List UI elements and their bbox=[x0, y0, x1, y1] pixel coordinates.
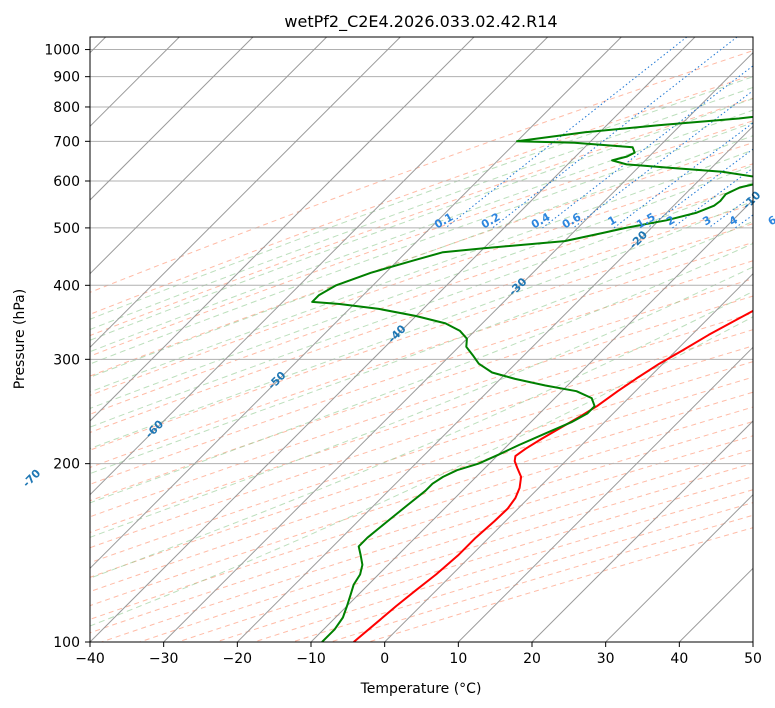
moist-adiabat bbox=[90, 98, 753, 341]
x-tick-label: 0 bbox=[380, 651, 389, 667]
moist-adiabat bbox=[90, 109, 753, 353]
y-tick-label: 700 bbox=[53, 134, 80, 150]
dry-adiabat bbox=[177, 462, 753, 642]
x-tick-label: 20 bbox=[523, 651, 541, 667]
isotherm-line bbox=[605, 493, 753, 642]
dry-adiabat bbox=[330, 514, 753, 642]
moist-adiabat bbox=[90, 290, 753, 579]
y-tick-label: 200 bbox=[53, 457, 80, 473]
isotherm-line bbox=[90, 37, 475, 422]
y-tick-label: 1000 bbox=[44, 43, 80, 59]
dry-adiabat bbox=[90, 361, 753, 578]
dry-adiabat bbox=[90, 391, 753, 607]
x-tick-label: 50 bbox=[744, 651, 762, 667]
x-tick-label: −30 bbox=[149, 651, 179, 667]
isotherm-line bbox=[384, 272, 753, 642]
mixing-ratio-line bbox=[542, 65, 753, 229]
moist-adiabat bbox=[90, 200, 753, 450]
x-axis-label: Temperature (°C) bbox=[360, 681, 482, 697]
moist-adiabat bbox=[90, 242, 753, 504]
isotherm-line bbox=[457, 346, 753, 642]
x-tick-label: −20 bbox=[223, 651, 253, 667]
x-tick-label: 40 bbox=[670, 651, 688, 667]
y-tick-label: 500 bbox=[53, 221, 80, 237]
isotherm-line bbox=[90, 37, 622, 570]
dry-adiabat bbox=[90, 203, 753, 434]
dry-adiabat bbox=[90, 260, 753, 485]
chart-title: wetPf2_C2E4.2026.033.02.42.R14 bbox=[284, 12, 557, 32]
moist-adiabat bbox=[90, 86, 753, 331]
moist-adiabat bbox=[90, 266, 753, 538]
isotherm-line bbox=[310, 199, 753, 642]
x-tick-label: 10 bbox=[449, 651, 467, 667]
dry-adiabat bbox=[90, 278, 753, 502]
y-tick-label: 300 bbox=[53, 352, 80, 368]
dry-adiabat bbox=[90, 183, 753, 415]
x-tick-label: 30 bbox=[597, 651, 615, 667]
mixing-ratio-line bbox=[572, 90, 753, 229]
dry-adiabat bbox=[90, 74, 753, 315]
x-tick-label: −10 bbox=[296, 651, 326, 667]
moist-adiabat bbox=[90, 76, 753, 320]
mixing-ratio-line bbox=[672, 167, 753, 229]
dry-adiabat bbox=[90, 312, 753, 533]
x-tick-label: −40 bbox=[75, 651, 105, 667]
y-axis-label: Pressure (hPa) bbox=[12, 289, 28, 389]
plot-frame bbox=[89, 36, 754, 643]
temperature-profile bbox=[353, 309, 753, 642]
isotherm-line bbox=[90, 37, 401, 349]
mixing-ratio-line bbox=[492, 37, 738, 229]
dry-adiabat bbox=[90, 120, 753, 357]
y-tick-label: 400 bbox=[53, 278, 80, 294]
dry-adiabat bbox=[90, 406, 753, 620]
y-tick-label: 600 bbox=[53, 174, 80, 190]
y-tick-label: 100 bbox=[53, 635, 80, 651]
dry-adiabat bbox=[90, 329, 753, 549]
dry-adiabat bbox=[101, 435, 753, 642]
isotherm-line bbox=[90, 37, 328, 275]
isotherm-line bbox=[90, 37, 254, 201]
isotherm-line bbox=[531, 420, 753, 642]
y-tick-label: 800 bbox=[53, 100, 80, 116]
isotherm-line bbox=[236, 125, 753, 642]
isotherm-line bbox=[90, 37, 549, 496]
dry-adiabat bbox=[254, 489, 753, 642]
moist-adiabat bbox=[90, 164, 753, 409]
dewpoint-profile bbox=[311, 115, 753, 642]
y-tick-label: 900 bbox=[53, 70, 80, 86]
dry-adiabat bbox=[90, 97, 753, 337]
mixing-ratio-label: 6 bbox=[766, 213, 775, 228]
isotherm-line bbox=[90, 37, 696, 642]
